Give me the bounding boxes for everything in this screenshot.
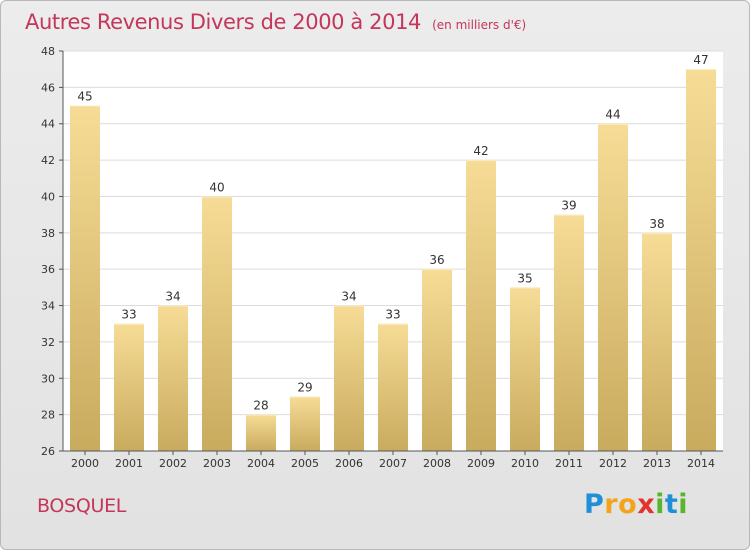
y-tick-label: 28 xyxy=(41,409,55,422)
y-tick-label: 44 xyxy=(41,118,55,131)
y-tick-label: 32 xyxy=(41,336,55,349)
bar-2005 xyxy=(290,396,320,451)
x-tick-label: 2010 xyxy=(511,457,539,470)
bar-2001 xyxy=(114,323,144,451)
data-label: 44 xyxy=(605,108,620,122)
bar-2006 xyxy=(334,305,364,451)
logo-letter: t xyxy=(664,489,679,520)
logo-letter: i xyxy=(678,489,689,520)
data-label: 36 xyxy=(429,253,444,267)
x-tick-label: 2006 xyxy=(335,457,363,470)
bar-2000 xyxy=(70,105,100,451)
data-label: 35 xyxy=(517,271,532,285)
x-tick-label: 2012 xyxy=(599,457,627,470)
data-label: 39 xyxy=(561,199,576,213)
x-tick-label: 2002 xyxy=(159,457,187,470)
chart-title: Autres Revenus Divers de 2000 à 2014 xyxy=(25,10,422,34)
x-tick-label: 2004 xyxy=(247,457,275,470)
data-label: 33 xyxy=(385,308,400,322)
logo-letter: o xyxy=(618,489,638,520)
place-name: BOSQUEL xyxy=(37,495,127,517)
bar-2008 xyxy=(422,269,452,451)
bar-2014 xyxy=(686,69,716,451)
logo-letter: i xyxy=(655,489,665,520)
y-tick-label: 48 xyxy=(41,45,55,58)
data-label: 33 xyxy=(121,308,136,322)
chart-subtitle: (en milliers d'€) xyxy=(432,18,527,32)
y-tick-label: 26 xyxy=(41,445,55,458)
y-tick-label: 30 xyxy=(41,372,55,385)
data-label: 45 xyxy=(77,90,92,104)
bar-2003 xyxy=(202,196,232,451)
y-tick-label: 34 xyxy=(41,300,55,313)
x-tick-label: 2008 xyxy=(423,457,451,470)
y-tick-label: 36 xyxy=(41,263,55,276)
data-label: 28 xyxy=(253,399,268,413)
x-tick-label: 2009 xyxy=(467,457,495,470)
data-label: 42 xyxy=(473,144,488,158)
data-label: 34 xyxy=(165,290,180,304)
x-tick-label: 2003 xyxy=(203,457,231,470)
data-label: 34 xyxy=(341,290,356,304)
proxiti-logo: Proxiti xyxy=(584,489,688,520)
y-tick-label: 40 xyxy=(41,190,55,203)
bar-2009 xyxy=(466,160,496,451)
x-tick-label: 2014 xyxy=(687,457,715,470)
x-tick-label: 2005 xyxy=(291,457,319,470)
bar-2012 xyxy=(598,123,628,452)
x-tick-label: 2001 xyxy=(115,457,143,470)
data-label: 29 xyxy=(297,380,312,394)
x-tick-label: 2000 xyxy=(71,457,99,470)
y-tick-label: 46 xyxy=(41,81,55,94)
bar-2013 xyxy=(642,232,672,451)
bar-2011 xyxy=(554,214,584,451)
x-tick-label: 2013 xyxy=(643,457,671,470)
logo-letter: P xyxy=(584,489,605,520)
x-tick-label: 2007 xyxy=(379,457,407,470)
bar-2007 xyxy=(378,323,408,451)
logo-letter: r xyxy=(604,489,619,520)
y-tick-label: 38 xyxy=(41,227,55,240)
y-tick-label: 42 xyxy=(41,154,55,167)
data-label: 38 xyxy=(649,217,664,231)
chart-title-block: Autres Revenus Divers de 2000 à 2014 (en… xyxy=(25,10,526,34)
logo-letter: x xyxy=(637,489,656,520)
data-label: 40 xyxy=(209,180,224,194)
x-tick-label: 2011 xyxy=(555,457,583,470)
bar-2002 xyxy=(158,305,188,451)
bar-2010 xyxy=(510,287,540,451)
bar-2004 xyxy=(246,414,276,451)
data-label: 47 xyxy=(693,53,708,67)
